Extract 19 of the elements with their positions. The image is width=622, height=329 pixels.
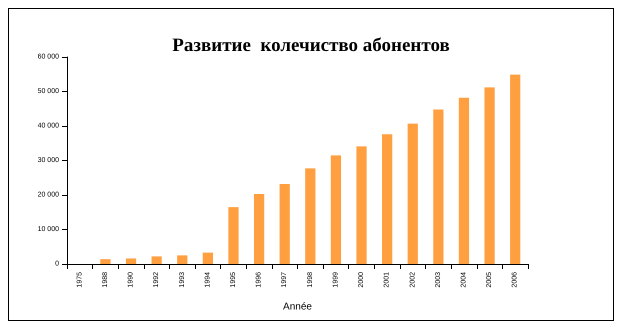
bar	[228, 207, 239, 264]
bar	[458, 98, 470, 264]
bar	[356, 146, 367, 264]
bar	[382, 134, 392, 264]
bar	[408, 124, 418, 264]
bar	[433, 109, 444, 264]
bar	[254, 194, 264, 264]
bar	[305, 168, 316, 264]
bar	[510, 74, 520, 264]
bar	[152, 256, 162, 264]
bar	[484, 87, 495, 264]
bar	[280, 184, 290, 264]
bar	[177, 255, 188, 264]
bar	[330, 155, 342, 264]
x-axis-title: Année	[283, 302, 312, 312]
bar	[100, 259, 111, 264]
chart-title: Развитие колечиство абонентов	[172, 35, 450, 56]
bar	[202, 252, 213, 264]
bar	[126, 258, 136, 264]
